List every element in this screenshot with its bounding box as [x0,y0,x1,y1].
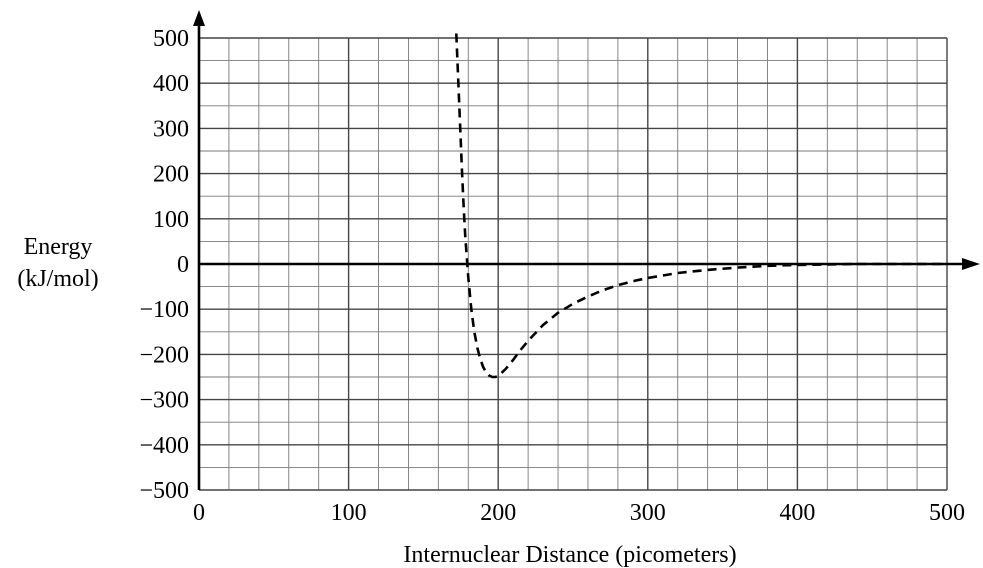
y-tick-label: −300 [139,388,189,414]
x-tick-label: 400 [779,500,815,526]
y-axis-label-line2: (kJ/mol) [17,266,98,292]
y-tick-label: −200 [139,342,189,368]
x-axis-label: Internuclear Distance (picometers) [403,542,736,568]
y-tick-label: 200 [153,162,189,188]
y-tick-label: −500 [139,478,189,504]
x-tick-label: 0 [193,500,205,526]
y-tick-label: 400 [153,71,189,97]
y-axis-label-line1: Energy [24,234,93,260]
y-tick-labels: 500 400 300 200 100 0 −100 −200 −300 −400 −500 [139,26,189,504]
x-tick-label: 100 [331,500,367,526]
x-tick-label: 500 [929,500,965,526]
x-tick-labels: 0 100 200 300 400 500 [193,500,965,526]
y-tick-label: 500 [153,26,189,52]
y-tick-label: −400 [139,433,189,459]
x-tick-label: 300 [630,500,666,526]
axes [193,10,980,490]
y-tick-label: −100 [139,297,189,323]
energy-curve [455,33,947,379]
y-tick-label: 300 [153,116,189,142]
x-tick-label: 200 [480,500,516,526]
y-tick-label: 100 [153,207,189,233]
y-axis-arrowhead [193,10,205,26]
x-axis-arrowhead [962,258,980,270]
y-tick-label: 0 [177,252,189,278]
